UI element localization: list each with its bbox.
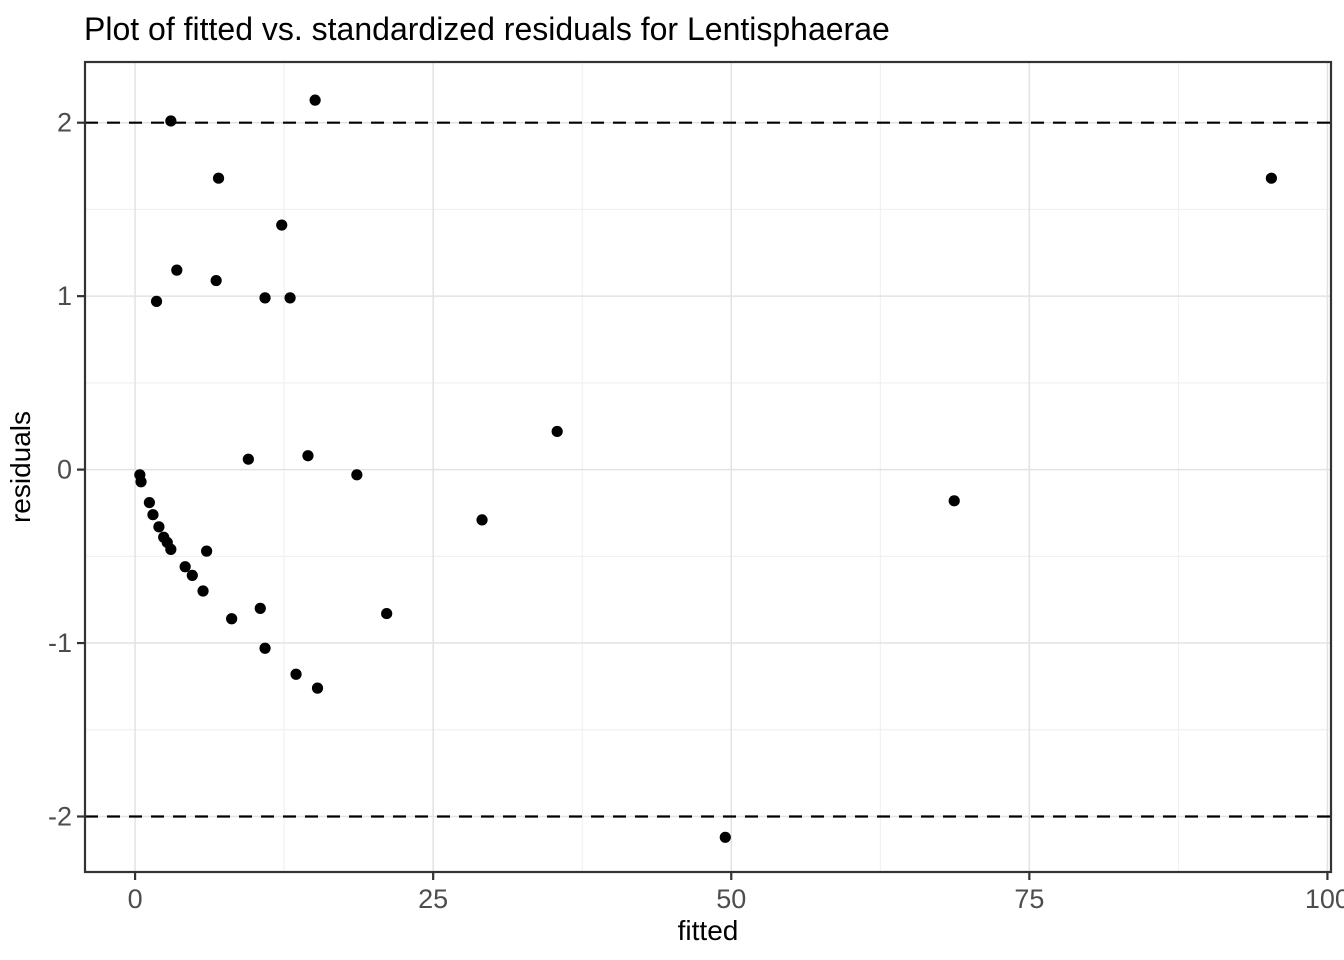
data-point bbox=[143, 496, 155, 509]
x-tick-label: 25 bbox=[418, 884, 448, 914]
y-tick-label: -1 bbox=[48, 628, 72, 658]
data-point bbox=[210, 274, 222, 287]
y-tick-label: -2 bbox=[48, 801, 72, 831]
data-point bbox=[302, 450, 314, 462]
data-point bbox=[150, 295, 163, 307]
y-axis-label: residuals bbox=[5, 411, 36, 523]
data-point bbox=[276, 219, 288, 231]
data-point bbox=[476, 514, 488, 526]
data-point bbox=[551, 425, 563, 438]
data-point bbox=[254, 602, 266, 614]
gridlines-layer bbox=[85, 62, 1331, 872]
panel-border bbox=[83, 60, 1333, 874]
y-tick-label: 2 bbox=[57, 108, 72, 138]
x-tick-label: 100 bbox=[1305, 884, 1344, 914]
data-point bbox=[948, 495, 960, 507]
data-point bbox=[165, 543, 177, 555]
data-point bbox=[351, 469, 363, 481]
data-point bbox=[1265, 172, 1277, 184]
x-tick-label: 75 bbox=[1014, 884, 1044, 914]
data-point bbox=[259, 292, 271, 304]
data-point bbox=[309, 94, 321, 106]
data-point bbox=[311, 682, 324, 694]
data-point bbox=[147, 509, 159, 521]
x-tick-label: 50 bbox=[716, 884, 746, 914]
data-point bbox=[186, 569, 198, 582]
data-point bbox=[259, 642, 271, 654]
data-point bbox=[719, 831, 731, 843]
data-point bbox=[135, 476, 147, 488]
tick-labels-layer: 0 25 50 75 100 -2 -1 0 1 2 bbox=[48, 108, 1344, 914]
y-tick-label: 0 bbox=[57, 455, 72, 485]
x-axis-label: fitted bbox=[678, 915, 739, 946]
data-point bbox=[284, 292, 296, 304]
data-point bbox=[171, 264, 183, 276]
data-point bbox=[201, 545, 213, 557]
data-point bbox=[381, 607, 393, 620]
data-point bbox=[290, 668, 302, 680]
data-point bbox=[212, 172, 225, 184]
data-point bbox=[197, 585, 209, 597]
axis-ticks-layer bbox=[77, 121, 1329, 880]
data-point bbox=[226, 613, 238, 625]
x-tick-label: 0 bbox=[128, 884, 143, 914]
data-points-layer bbox=[134, 94, 1277, 843]
y-tick-label: 1 bbox=[57, 281, 72, 311]
data-point bbox=[242, 453, 254, 465]
plot-title: Plot of fitted vs. standardized residual… bbox=[84, 11, 890, 47]
reference-lines-layer bbox=[85, 121, 1331, 818]
data-point bbox=[179, 561, 191, 573]
data-point bbox=[153, 521, 165, 533]
data-point bbox=[165, 115, 177, 127]
